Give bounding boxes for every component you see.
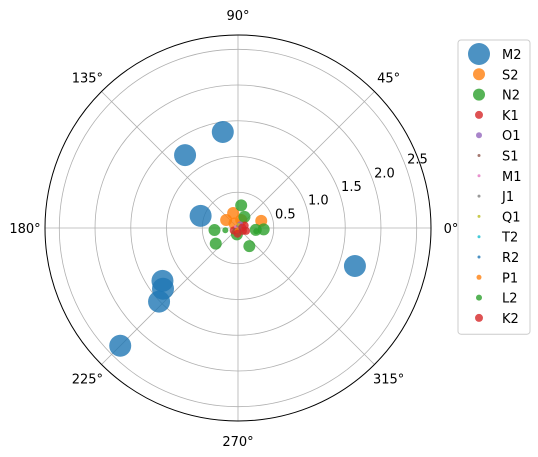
point-m2-2 xyxy=(174,144,197,167)
theta-tick-label-7: 315° xyxy=(373,373,404,388)
legend-marker-t2 xyxy=(477,235,481,239)
polar-frame xyxy=(44,34,432,422)
r-tick-label-1: 1.0 xyxy=(308,194,329,209)
legend-label-r2: R2 xyxy=(502,251,519,266)
point-n2-6 xyxy=(238,210,251,223)
legend: M2 S2 N2 K1 O1 S1 M1 J1 Q1 T2 R2 P1 L2 K2 xyxy=(457,39,531,335)
point-k2-2 xyxy=(233,229,242,238)
legend-label-l2: L2 xyxy=(502,292,518,307)
legend-label-k1: K1 xyxy=(502,109,519,124)
legend-marker-s1 xyxy=(477,154,481,157)
point-n2-0 xyxy=(235,199,248,212)
point-n2-3 xyxy=(243,240,256,253)
point-l2-0 xyxy=(253,228,260,235)
legend-label-m2: M2 xyxy=(502,48,522,63)
legend-label-k2: K2 xyxy=(502,312,519,327)
legend-marker-q1 xyxy=(477,214,481,218)
grid-spoke-3 xyxy=(101,91,239,229)
legend-marker-p1 xyxy=(476,274,482,280)
legend-marker-l2 xyxy=(476,294,482,301)
data-points xyxy=(109,120,366,357)
legend-marker-o1 xyxy=(476,132,482,139)
theta-tick-label-1: 45° xyxy=(377,71,400,86)
legend-label-n2: N2 xyxy=(502,89,520,104)
radial-tick-labels: 0.5 1.0 1.5 2.0 2.5 xyxy=(275,153,428,223)
legend-marker-k2 xyxy=(475,313,483,322)
r-tick-label-4: 2.5 xyxy=(407,153,428,168)
theta-tick-label-5: 225° xyxy=(72,373,103,388)
legend-label-t2: T2 xyxy=(501,231,518,246)
legend-marker-m1 xyxy=(477,174,481,178)
legend-marker-m2 xyxy=(468,43,490,65)
grid-spoke-1 xyxy=(237,91,375,229)
point-n2-1 xyxy=(208,224,221,237)
legend-label-p1: P1 xyxy=(502,271,518,286)
legend-label-j1: J1 xyxy=(501,190,514,205)
point-m2-0 xyxy=(343,254,366,277)
point-m2-3 xyxy=(189,204,212,227)
point-m2-1 xyxy=(211,120,234,143)
point-l2-1 xyxy=(222,227,229,234)
legend-marker-s2 xyxy=(473,68,485,81)
theta-tick-label-0: 0° xyxy=(444,222,459,237)
theta-tick-label-6: 270° xyxy=(222,435,253,450)
point-m2-7 xyxy=(109,334,132,357)
point-n2-2 xyxy=(209,237,222,250)
grid-spoke-7 xyxy=(237,227,375,365)
legend-label-s1: S1 xyxy=(502,150,519,165)
r-tick-label-2: 1.5 xyxy=(341,180,362,195)
legend-marker-k1 xyxy=(475,110,483,119)
legend-label-o1: O1 xyxy=(502,129,521,144)
angular-tick-labels: 0° 45° 90° 135° 180° 225° 270° 315° xyxy=(9,9,458,450)
legend-label-q1: Q1 xyxy=(502,210,521,225)
legend-marker-r2 xyxy=(477,255,481,259)
legend-marker-n2 xyxy=(473,88,485,101)
legend-marker-j1 xyxy=(477,194,481,198)
legend-label-m1: M1 xyxy=(502,170,522,185)
legend-label-s2: S2 xyxy=(502,68,519,83)
point-k2-1 xyxy=(242,226,251,235)
legend-box xyxy=(457,39,531,335)
theta-tick-label-2: 90° xyxy=(226,9,249,24)
r-tick-label-3: 2.0 xyxy=(374,166,395,181)
theta-tick-label-4: 180° xyxy=(9,222,40,237)
r-tick-label-0: 0.5 xyxy=(275,207,296,222)
theta-tick-label-3: 135° xyxy=(72,71,103,86)
point-m2-6 xyxy=(148,290,171,313)
